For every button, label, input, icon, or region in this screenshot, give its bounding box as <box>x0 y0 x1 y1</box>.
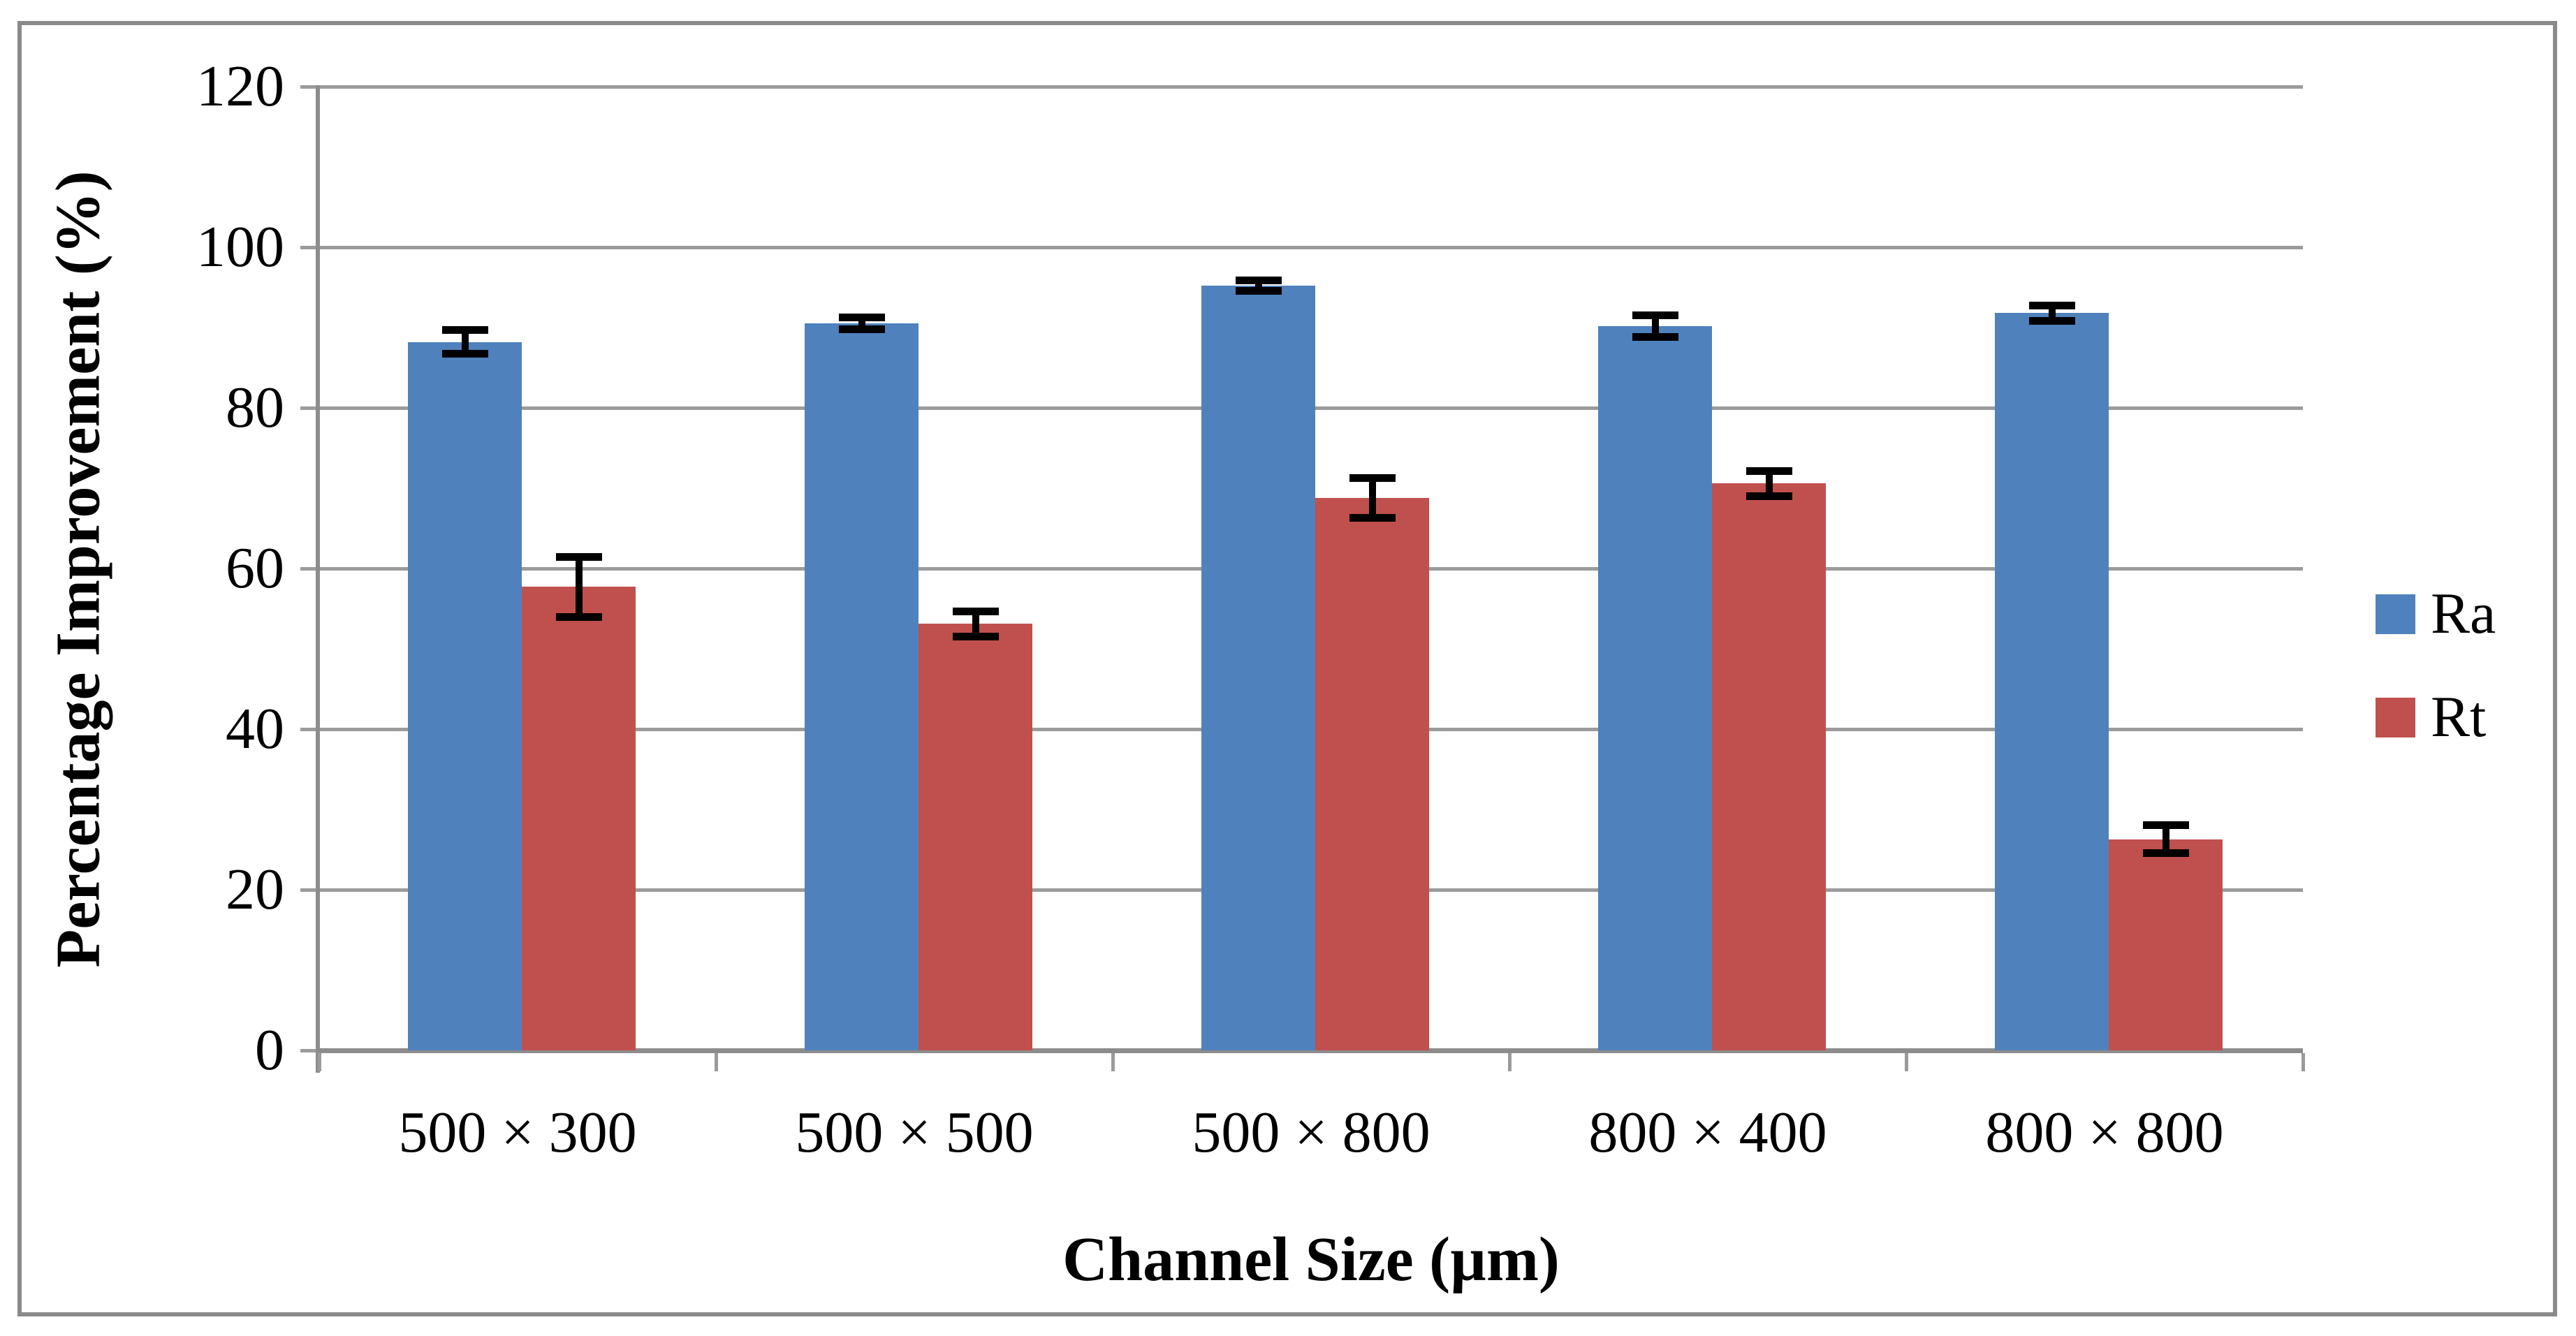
x-category-label: 500 × 500 <box>795 1100 1034 1165</box>
y-tick-label: 0 <box>255 1018 284 1082</box>
error-bar-cap <box>555 613 602 622</box>
x-category-label: 500 × 800 <box>1192 1100 1430 1165</box>
y-axis-line <box>316 85 320 1073</box>
bar-rt <box>919 624 1032 1050</box>
x-tick <box>1111 1053 1115 1071</box>
error-bar-line <box>461 330 469 354</box>
error-bar-cap <box>1235 277 1282 285</box>
bar-ra <box>1995 313 2109 1050</box>
error-bar-line <box>2162 824 2169 854</box>
y-tick <box>300 728 319 731</box>
error-bar-cap <box>1746 467 1792 475</box>
legend-item-ra: Ra <box>2376 582 2496 645</box>
error-bar-cap <box>2142 849 2189 858</box>
error-bar-cap <box>2028 316 2075 325</box>
error-bar-cap <box>952 607 999 615</box>
x-tick <box>318 1053 321 1071</box>
legend-swatch-ra <box>2376 594 2415 634</box>
y-axis-title: Percentage Improvement (%) <box>43 170 113 968</box>
legend-item-rt: Rt <box>2376 686 2486 749</box>
error-bar-cap <box>2028 301 2075 309</box>
legend-label-rt: Rt <box>2431 684 2487 749</box>
error-bar-line <box>2048 304 2056 321</box>
y-tick <box>300 888 319 892</box>
bar-rt <box>1712 483 1826 1050</box>
error-bar-cap <box>952 632 999 640</box>
legend: Ra Rt <box>2376 0 2557 1336</box>
error-bar-cap <box>2142 821 2189 829</box>
x-axis-title: Channel Size (µm) <box>1062 1225 1560 1294</box>
error-bar-line <box>972 610 979 637</box>
y-tick-label: 80 <box>226 375 284 440</box>
y-tick-label: 40 <box>226 696 284 761</box>
error-bar-cap <box>441 349 488 358</box>
error-bar-line <box>1254 280 1262 292</box>
bar-rt <box>1315 497 1429 1050</box>
x-axis-line <box>319 1048 2303 1053</box>
y-tick <box>300 85 319 89</box>
gridline <box>319 85 2303 89</box>
bar-ra <box>1201 286 1315 1050</box>
y-tick <box>300 567 319 571</box>
bar-ra <box>1598 325 1712 1050</box>
error-bar-cap <box>1632 311 1678 319</box>
error-bar-cap <box>555 552 602 561</box>
error-bar-line <box>575 556 583 618</box>
legend-label-ra: Ra <box>2431 581 2496 646</box>
x-category-label: 800 × 400 <box>1588 1100 1827 1165</box>
y-tick-label: 120 <box>196 54 284 119</box>
y-tick-label: 20 <box>226 857 284 922</box>
chart-border <box>17 21 2557 1316</box>
error-bar-cap <box>1349 474 1396 483</box>
y-tick <box>300 246 319 249</box>
error-bar-line <box>1765 470 1773 497</box>
x-category-label: 500 × 300 <box>398 1100 637 1165</box>
bar-rt <box>522 587 636 1050</box>
y-tick <box>300 1049 319 1052</box>
x-category-label: 800 × 800 <box>1985 1100 2224 1165</box>
x-tick <box>2301 1053 2305 1071</box>
error-bar-line <box>858 317 865 330</box>
bar-ra <box>805 323 919 1050</box>
x-tick <box>715 1053 718 1071</box>
gridline <box>319 246 2303 249</box>
error-bar-line <box>1651 314 1659 337</box>
error-bar-cap <box>1746 492 1792 500</box>
error-bar-cap <box>1349 513 1396 522</box>
bar-rt <box>2109 839 2223 1050</box>
error-bar-cap <box>1632 332 1678 341</box>
x-tick <box>1905 1053 1908 1071</box>
y-tick-label: 100 <box>196 214 284 279</box>
y-tick-label: 60 <box>226 536 284 601</box>
bar-ra <box>408 342 522 1050</box>
x-tick <box>1508 1053 1512 1071</box>
error-bar-line <box>1368 478 1376 518</box>
error-bar-cap <box>838 325 885 334</box>
error-bar-cap <box>1235 287 1282 295</box>
y-tick <box>300 406 319 410</box>
error-bar-cap <box>838 314 885 322</box>
legend-swatch-rt <box>2376 697 2415 737</box>
error-bar-cap <box>441 326 488 335</box>
